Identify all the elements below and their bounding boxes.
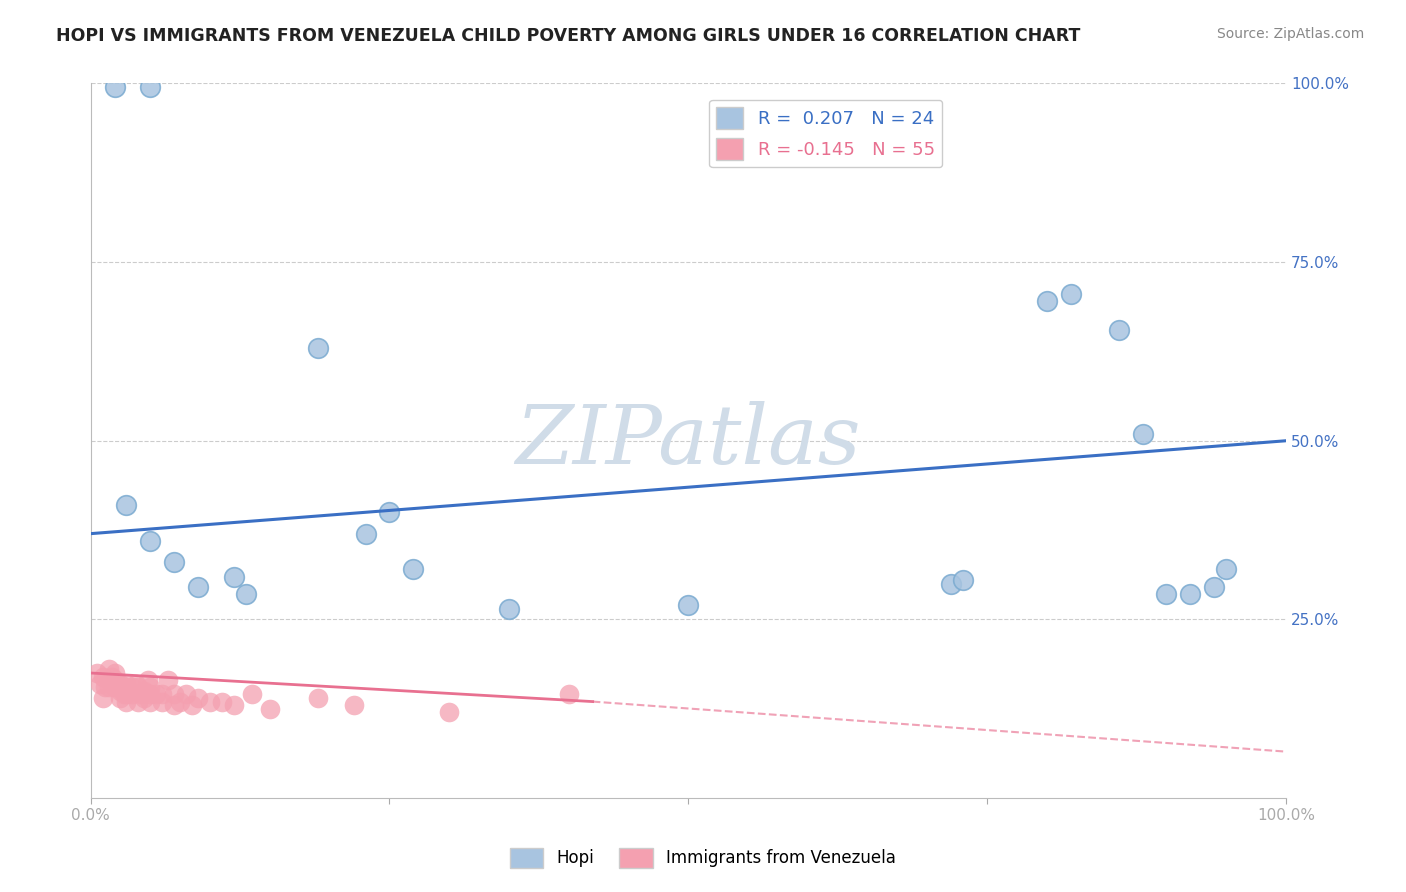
Point (354, 526, 377, 541)
Point (97, 673, 120, 688)
Point (498, 601, 520, 615)
Point (1215, 562, 1237, 576)
Point (157, 673, 180, 688)
Text: HOPI VS IMMIGRANTS FROM VENEZUELA CHILD POVERTY AMONG GIRLS UNDER 16 CORRELATION: HOPI VS IMMIGRANTS FROM VENEZUELA CHILD … (56, 27, 1081, 45)
Legend: R =  0.207   N = 24, R = -0.145   N = 55: R = 0.207 N = 24, R = -0.145 N = 55 (709, 100, 942, 167)
Point (169, 695, 191, 709)
Point (1204, 580, 1226, 594)
Point (97, 681, 120, 695)
Point (187, 691, 209, 706)
Point (1180, 587, 1202, 601)
Point (139, 681, 162, 695)
Point (222, 569, 245, 583)
Point (1060, 287, 1083, 301)
Point (118, 684, 141, 698)
Point (163, 688, 186, 702)
Point (181, 698, 204, 713)
Point (150, 688, 173, 702)
Point (103, 673, 125, 688)
Point (139, 533, 162, 548)
Point (1132, 426, 1154, 441)
Point (1156, 587, 1178, 601)
Point (187, 580, 209, 594)
Point (402, 562, 425, 576)
Point (678, 598, 700, 612)
Point (163, 555, 186, 569)
Point (136, 673, 159, 688)
Point (94, 681, 117, 695)
Point (115, 677, 138, 691)
Point (91, 691, 114, 706)
Point (941, 576, 963, 591)
Point (378, 505, 401, 519)
Point (307, 691, 329, 706)
Point (1036, 294, 1059, 309)
Point (115, 688, 138, 702)
Point (86, 665, 108, 680)
Point (240, 688, 263, 702)
Point (121, 681, 143, 695)
Point (235, 587, 257, 601)
Point (145, 688, 167, 702)
Point (952, 573, 974, 587)
Point (211, 695, 233, 709)
Text: ZIPatlas: ZIPatlas (516, 401, 860, 481)
Point (127, 695, 149, 709)
Point (439, 706, 461, 720)
Point (115, 695, 138, 709)
Point (110, 691, 132, 706)
Point (110, 684, 132, 698)
Point (125, 677, 148, 691)
Point (101, 677, 124, 691)
Point (105, 681, 128, 695)
Point (222, 698, 245, 713)
Point (103, 681, 125, 695)
Point (112, 681, 135, 695)
Point (198, 695, 221, 709)
Point (103, 665, 125, 680)
Point (103, 80, 125, 95)
Point (89, 677, 111, 691)
Text: Source: ZipAtlas.com: Source: ZipAtlas.com (1216, 27, 1364, 41)
Point (127, 681, 149, 695)
Point (110, 677, 132, 691)
Point (1108, 323, 1130, 337)
Legend: Hopi, Immigrants from Venezuela: Hopi, Immigrants from Venezuela (503, 841, 903, 875)
Point (97, 662, 120, 676)
Point (115, 681, 138, 695)
Point (91, 669, 114, 683)
Point (150, 695, 173, 709)
Point (558, 688, 581, 702)
Point (342, 698, 364, 713)
Point (112, 688, 135, 702)
Point (101, 669, 124, 683)
Point (129, 688, 152, 702)
Point (259, 702, 281, 716)
Point (139, 688, 162, 702)
Point (115, 498, 138, 512)
Point (134, 691, 156, 706)
Point (121, 688, 143, 702)
Point (134, 684, 156, 698)
Point (174, 688, 197, 702)
Point (139, 80, 162, 95)
Point (307, 341, 329, 355)
Point (139, 695, 162, 709)
Point (163, 698, 186, 713)
